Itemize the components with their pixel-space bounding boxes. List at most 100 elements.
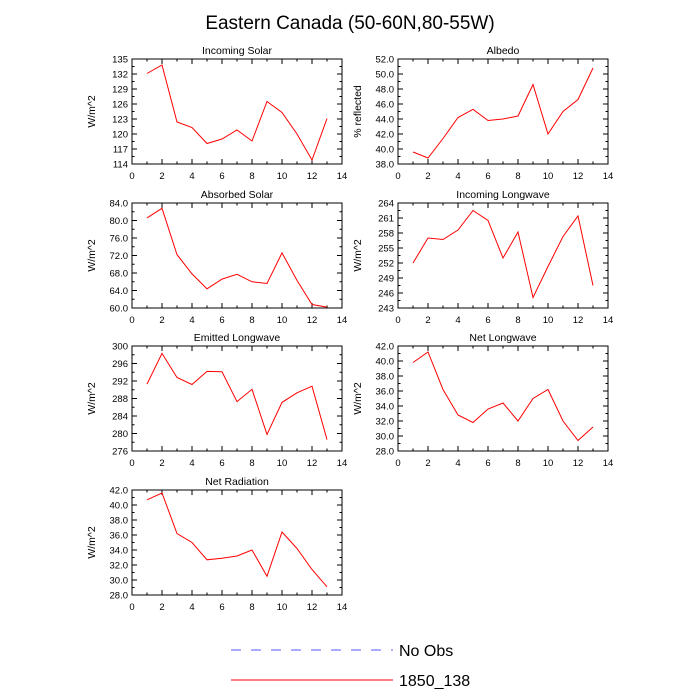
panel-albedo-series-line xyxy=(412,67,594,159)
panel-incoming-solar-series-line xyxy=(146,64,328,162)
panel-emitted-longwave-ylabel: W/m^2 xyxy=(86,382,98,415)
panel-incoming-solar: Incoming Solar 0 2 4 6 8 10 12 14 114 117 120 123 126… xyxy=(86,45,347,182)
y-tick-label: 120 xyxy=(112,130,128,141)
y-tick-label: 52.0 xyxy=(376,55,395,66)
y-tick-label: 72.0 xyxy=(110,251,129,262)
x-tick-label: 4 xyxy=(189,171,194,182)
y-tick-label: 28.0 xyxy=(376,447,395,458)
x-tick-label: 10 xyxy=(543,171,554,182)
y-tick-label: 276 xyxy=(112,447,128,458)
panel-emitted-longwave: Emitted Longwave 0 2 4 6 8 10 12 14 276 280 284 288 2… xyxy=(86,332,347,469)
x-tick-label: 8 xyxy=(249,315,254,326)
panel-net-radiation: Net Radiation 0 2 4 6 8 10 12 14 28.0 30.0 32.0 34.0… xyxy=(86,476,347,613)
y-tick-label: 249 xyxy=(378,274,394,285)
y-tick-label: 76.0 xyxy=(110,234,129,245)
y-tick-label: 84.0 xyxy=(110,199,129,210)
y-tick-label: 36.0 xyxy=(110,531,129,542)
x-tick-label: 4 xyxy=(455,315,460,326)
y-tick-label: 284 xyxy=(112,412,128,423)
x-tick-label: 10 xyxy=(543,458,554,469)
panel-net-radiation-title: Net Radiation xyxy=(205,476,269,488)
y-tick-label: 60.0 xyxy=(110,304,129,315)
x-tick-label: 12 xyxy=(307,171,318,182)
y-tick-label: 300 xyxy=(112,342,128,353)
y-tick-label: 64.0 xyxy=(110,286,129,297)
panel-incoming-longwave-series-line xyxy=(412,209,594,299)
x-tick-label: 4 xyxy=(455,458,460,469)
panel-absorbed-solar: Absorbed Solar 0 2 4 6 8 10 12 14 60.0 64.0 68.0 72.… xyxy=(86,189,347,326)
panel-net-longwave: Net Longwave 0 2 4 6 8 10 12 14 28.0 30.0 32.0 34.0 3… xyxy=(352,332,613,469)
y-tick-label: 132 xyxy=(112,70,128,81)
panel-emitted-longwave-title: Emitted Longwave xyxy=(194,332,281,344)
x-tick-label: 10 xyxy=(277,602,288,613)
x-tick-label: 6 xyxy=(219,602,224,613)
y-tick-label: 32.0 xyxy=(376,417,395,428)
y-tick-label: 40.0 xyxy=(110,501,129,512)
legend-entry-1850-138: 1850_138 xyxy=(231,673,470,690)
x-tick-label: 6 xyxy=(219,171,224,182)
x-tick-label: 14 xyxy=(603,458,614,469)
x-tick-label: 8 xyxy=(249,602,254,613)
x-tick-label: 10 xyxy=(543,315,554,326)
panel-absorbed-solar-ylabel: W/m^2 xyxy=(86,239,98,272)
x-tick-label: 6 xyxy=(219,315,224,326)
x-tick-label: 14 xyxy=(337,602,348,613)
figure-title: Eastern Canada (50-60N,80-55W) xyxy=(205,13,494,34)
x-tick-label: 0 xyxy=(129,315,134,326)
x-tick-label: 14 xyxy=(603,315,614,326)
x-tick-label: 0 xyxy=(395,315,400,326)
x-tick-label: 8 xyxy=(249,171,254,182)
y-tick-label: 261 xyxy=(378,214,394,225)
panel-incoming-solar-title: Incoming Solar xyxy=(202,45,273,57)
x-tick-label: 2 xyxy=(159,315,164,326)
y-tick-label: 42.0 xyxy=(376,130,395,141)
y-tick-label: 42.0 xyxy=(376,342,395,353)
x-tick-label: 12 xyxy=(573,171,584,182)
legend: No Obs 1850_138 xyxy=(231,643,470,690)
x-tick-label: 14 xyxy=(603,171,614,182)
y-tick-label: 38.0 xyxy=(376,160,395,171)
y-tick-label: 36.0 xyxy=(376,387,395,398)
y-tick-label: 114 xyxy=(113,160,128,171)
x-tick-label: 4 xyxy=(455,171,460,182)
panel-net-longwave-series-line xyxy=(412,351,594,442)
y-tick-label: 44.0 xyxy=(376,115,395,126)
y-tick-label: 255 xyxy=(378,244,394,255)
panel-net-longwave-ylabel: W/m^2 xyxy=(352,382,364,415)
legend-label-no-obs: No Obs xyxy=(399,643,453,660)
y-tick-label: 246 xyxy=(378,289,394,300)
x-tick-label: 6 xyxy=(485,171,490,182)
y-tick-label: 292 xyxy=(112,377,128,388)
y-tick-label: 117 xyxy=(113,145,128,156)
x-tick-label: 2 xyxy=(425,458,430,469)
y-tick-label: 252 xyxy=(378,259,394,270)
panel-albedo-ylabel: % reflected xyxy=(352,85,364,138)
x-tick-label: 2 xyxy=(425,171,430,182)
x-tick-label: 10 xyxy=(277,171,288,182)
x-tick-label: 0 xyxy=(129,171,134,182)
x-tick-label: 12 xyxy=(307,602,318,613)
x-tick-label: 12 xyxy=(307,458,318,469)
legend-entry-no-obs: No Obs xyxy=(231,643,453,660)
y-tick-label: 50.0 xyxy=(376,70,395,81)
x-tick-label: 0 xyxy=(395,171,400,182)
y-tick-label: 40.0 xyxy=(376,145,395,156)
x-tick-label: 14 xyxy=(337,171,348,182)
y-tick-label: 34.0 xyxy=(376,402,395,413)
y-tick-label: 46.0 xyxy=(376,100,395,111)
x-tick-label: 0 xyxy=(129,602,134,613)
panel-incoming-solar-frame xyxy=(131,58,343,165)
x-tick-label: 14 xyxy=(337,315,348,326)
y-tick-label: 135 xyxy=(112,55,128,66)
panel-emitted-longwave-series-line xyxy=(146,352,328,440)
x-tick-label: 8 xyxy=(515,171,520,182)
y-tick-label: 40.0 xyxy=(376,357,395,368)
panel-net-radiation-series-line xyxy=(146,492,328,588)
y-tick-label: 129 xyxy=(112,85,128,96)
x-tick-label: 10 xyxy=(277,458,288,469)
y-tick-label: 32.0 xyxy=(110,561,129,572)
x-tick-label: 4 xyxy=(189,602,194,613)
